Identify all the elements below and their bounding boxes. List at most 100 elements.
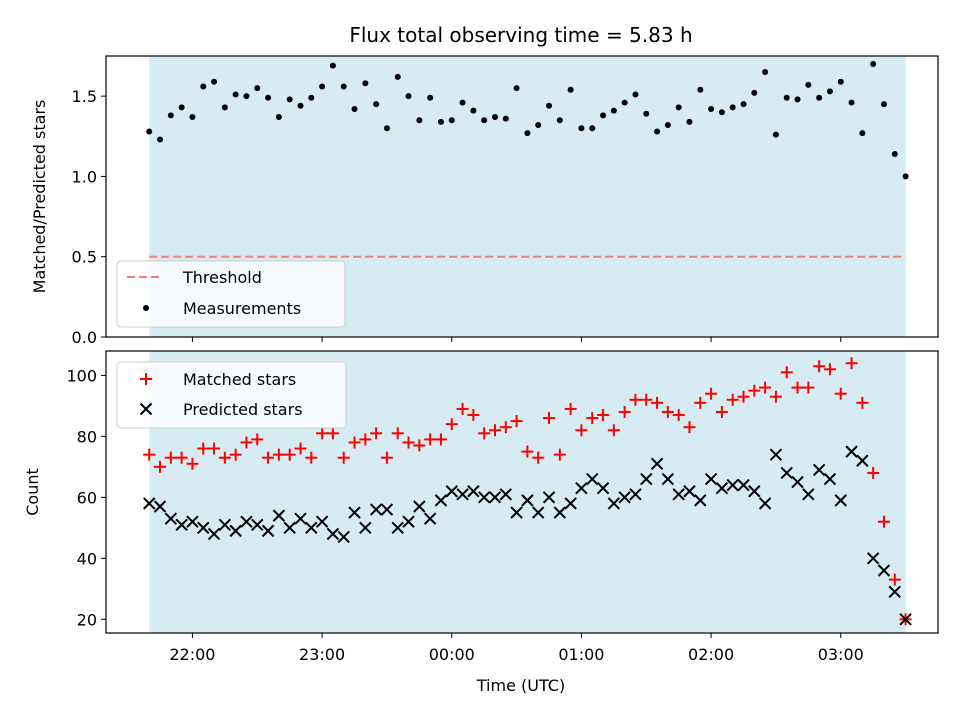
x-stroke-b	[715, 481, 729, 495]
measurement-point	[329, 62, 336, 69]
measurement-point	[783, 94, 790, 101]
measurement-point	[351, 105, 358, 112]
x-stroke-b	[553, 506, 567, 519]
x-stroke-b	[737, 478, 750, 492]
measurement-point	[740, 101, 747, 108]
legend-box	[116, 361, 347, 429]
legend-predicted-label: Predicted stars	[183, 400, 303, 419]
x-stroke-b	[423, 512, 437, 525]
predicted-star-point	[737, 478, 750, 492]
predicted-star-point	[769, 448, 783, 461]
predicted-star-point	[715, 481, 729, 495]
predicted-star-point	[326, 527, 340, 541]
matched-star-point	[521, 445, 534, 458]
measurement-point	[308, 94, 315, 101]
x-stroke-b	[661, 472, 675, 486]
x-stroke-b	[845, 445, 858, 458]
x-stroke-b	[780, 466, 793, 480]
measurement-point	[275, 114, 282, 121]
matched-star-point	[802, 381, 815, 394]
predicted-star-point	[640, 472, 653, 486]
matched-star-point	[683, 421, 696, 434]
measurement-point	[589, 125, 596, 132]
measurement-point	[448, 117, 455, 124]
measurement-point	[491, 114, 498, 121]
measurement-point	[837, 78, 844, 85]
measurement-point	[437, 118, 444, 125]
matched-star-point	[186, 457, 199, 470]
x-stroke-b	[791, 475, 804, 489]
predicted-star-point	[445, 485, 458, 498]
legend: Matched stars Predicted stars	[116, 361, 347, 429]
predicted-star-point	[888, 585, 901, 599]
y-tick-label: 0.0	[72, 328, 97, 347]
predicted-star-point	[164, 512, 178, 525]
predicted-star-point	[251, 518, 264, 531]
matched-star-point	[218, 451, 231, 464]
x-tick-label: 22:00	[169, 645, 215, 664]
x-stroke-b	[877, 564, 891, 577]
x-stroke-b	[629, 488, 642, 501]
predicted-star-point	[834, 494, 847, 507]
measurement-point	[524, 130, 531, 137]
measurement-point	[513, 85, 520, 92]
x-stroke-b	[315, 515, 329, 528]
measurement-point	[675, 104, 682, 111]
measurement-point	[610, 107, 617, 114]
measurement-point	[232, 91, 239, 98]
x-stroke-b	[305, 521, 318, 535]
matched-star-point	[337, 451, 350, 464]
x-stroke-b	[294, 512, 307, 525]
measurement-point	[686, 118, 693, 125]
measurement-point	[697, 86, 704, 93]
matched-star-point	[651, 396, 664, 409]
matched-star-point	[748, 384, 761, 397]
x-stroke-b	[197, 521, 210, 535]
measurement-point	[211, 78, 218, 85]
x-stroke-b	[888, 585, 901, 599]
measurement-point	[729, 104, 736, 111]
matched-star-point	[759, 381, 772, 394]
measurement-point	[859, 130, 866, 137]
measurement-point	[221, 104, 228, 111]
x-stroke-b	[456, 488, 469, 501]
predicted-star-point	[823, 472, 837, 486]
measurement-point	[502, 115, 509, 122]
predicted-star-point	[315, 515, 329, 528]
predicted-star-point	[758, 497, 772, 510]
matched-star-point	[456, 402, 469, 415]
predicted-star-point	[175, 518, 188, 531]
measurement-point	[556, 117, 563, 124]
predicted-star-point	[305, 521, 318, 535]
x-stroke-b	[359, 521, 372, 535]
predicted-star-point	[542, 491, 556, 504]
predicted-star-point	[683, 485, 696, 498]
measurement-point	[265, 94, 272, 101]
measurement-point	[654, 128, 661, 135]
measurement-point	[772, 131, 779, 138]
predicted-star-point	[564, 497, 577, 510]
x-stroke-b	[326, 527, 340, 541]
predicted-star-point	[704, 472, 718, 486]
x-stroke-b	[445, 485, 458, 498]
x-stroke-b	[575, 481, 588, 495]
matched-star-point	[564, 402, 577, 415]
ratio-panel: 0.0 0.5 1.0 1.5 Matched/Predicted stars Thres…	[30, 55, 939, 347]
matched-star-point	[240, 436, 253, 449]
matched-star-point	[553, 448, 566, 461]
predicted-star-point	[672, 488, 685, 501]
predicted-star-point	[845, 445, 858, 458]
predicted-star-point	[607, 497, 621, 510]
x-stroke-b	[143, 497, 156, 510]
y-tick-label: 80	[77, 427, 97, 446]
predicted-star-point	[186, 515, 199, 528]
measurement-point	[621, 99, 628, 106]
predicted-star-point	[694, 494, 707, 507]
predicted-star-point	[207, 527, 221, 541]
matched-star-point	[326, 427, 339, 440]
x-stroke-b	[261, 524, 275, 538]
predicted-star-point	[661, 472, 675, 486]
matched-star-point	[705, 387, 718, 400]
x-stroke-b	[704, 472, 718, 486]
measurement-point	[567, 86, 574, 93]
